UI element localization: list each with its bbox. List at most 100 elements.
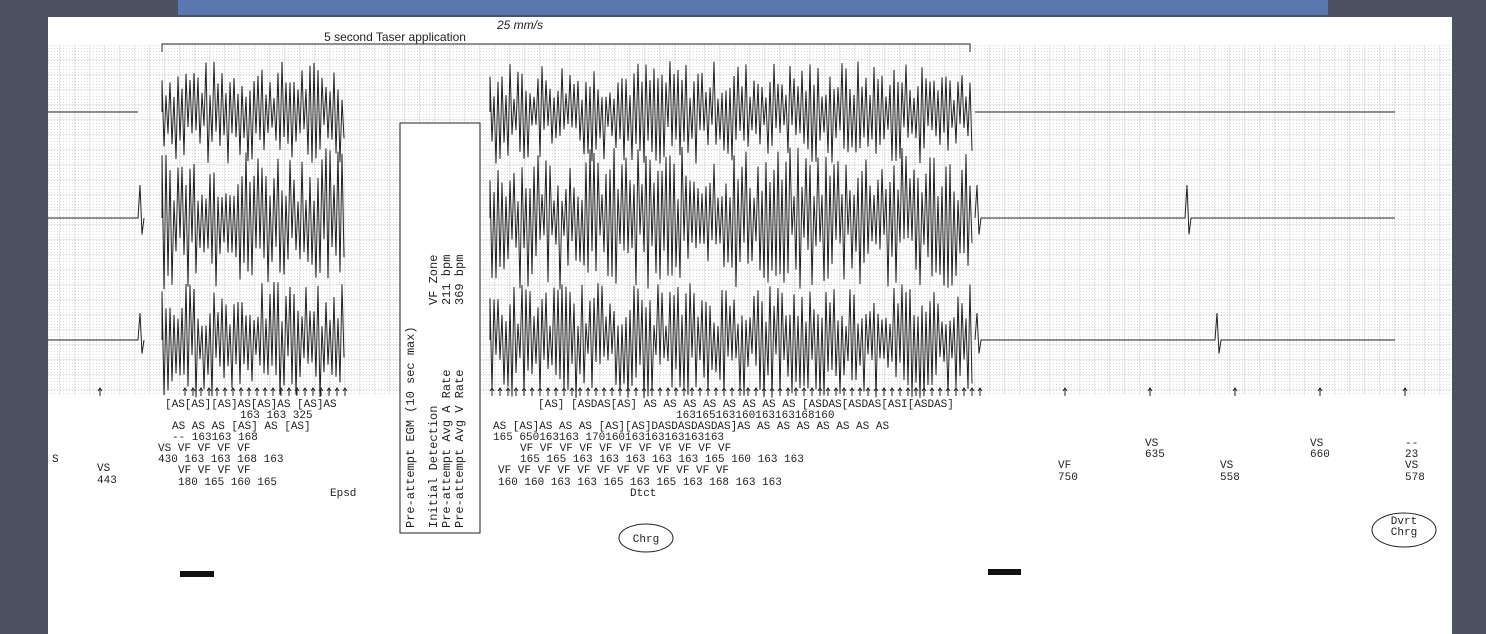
scale-bar [988,569,1021,575]
event-arrow [593,387,599,396]
event-arrow [190,387,196,396]
event-arrow [929,387,935,396]
event-arrow [641,387,647,396]
event-arrow [585,387,591,396]
event-arrow [833,387,839,396]
scale-bar [180,571,214,577]
event-arrow [889,387,895,396]
event-arrow [342,387,348,396]
marker-label: S [52,454,59,466]
bracket-label: 5 second Taser application [324,30,466,44]
event-arrow [937,387,943,396]
marker-label: 750 [1058,472,1078,484]
event-arrow [334,387,340,396]
circle [1371,512,1437,548]
marker-label: VF VF VF VF VF VF VF VF VF VF VF [520,443,731,455]
marker-label: 635 [1145,449,1165,461]
event-arrow [897,387,903,396]
marker-label: VS [1220,460,1234,472]
event-arrow [625,387,631,396]
event-arrow [697,387,703,396]
event-arrow [753,387,759,396]
marker-label: VS [1310,438,1324,450]
event-arrow [761,387,767,396]
marker-label: 558 [1220,472,1240,484]
info-text: Pre-attempt Avg A Rate [440,370,454,528]
event-arrow [977,387,983,396]
bracket [161,43,971,52]
event-arrow [681,387,687,396]
info-text: Initial Detection [427,406,441,528]
marker-label: -- 163163 168 [172,432,258,444]
event-arrow [326,387,332,396]
event-arrow [513,387,519,396]
event-arrow [801,387,807,396]
event-arrow [489,387,495,396]
marker-label: Epsd [330,488,356,500]
marker-label: 660 [1310,449,1330,461]
waveform [48,61,1395,164]
event-arrow [809,387,815,396]
event-arrow [617,387,623,396]
marker-label: 163 163 325 [240,410,313,422]
marker-label: [AS] [ASDAS[AS] AS AS AS AS AS AS AS AS … [538,399,954,411]
event-arrow [745,387,751,396]
event-arrow [302,387,308,396]
event-arrow [865,387,871,396]
event-arrow [601,387,607,396]
info-text: Pre-attempt EGM (10 sec max) [404,326,418,528]
event-arrow [286,387,292,396]
event-arrow [254,387,260,396]
event-arrow [857,387,863,396]
event-arrow [529,387,535,396]
event-arrow [97,387,103,396]
marker-label: 180 165 160 165 [178,477,277,489]
event-arrow [785,387,791,396]
info-text: VF Zone [427,255,441,305]
info-text: 369 bpm [453,255,467,305]
event-arrow [246,387,252,396]
event-arrow [222,387,228,396]
circled-label: Dvrt [1391,516,1417,528]
marker-label: [AS[AS][AS]AS[AS]AS [AS]AS [165,399,337,411]
paper-speed: 25 mm/s [496,18,543,32]
event-arrow [505,387,511,396]
event-arrow [649,387,655,396]
top-bar [178,0,1328,15]
event-arrow [793,387,799,396]
marker-label: AS [AS]AS AS AS [AS][AS]DASDASDASDAS]AS … [493,421,889,433]
event-arrow [569,387,575,396]
event-arrow [873,387,879,396]
waveform [48,282,1395,399]
event-arrow [294,387,300,396]
marker-label: 430 163 163 168 163 [158,454,283,466]
marker-label: 578 [1405,472,1425,484]
event-arrow [1402,387,1408,396]
event-arrow [262,387,268,396]
event-arrow [310,387,316,396]
event-arrow [817,387,823,396]
event-arrow [737,387,743,396]
event-arrow [945,387,951,396]
event-arrow [689,387,695,396]
waveform [48,146,1395,290]
event-arrow [769,387,775,396]
event-arrow [665,387,671,396]
marker-label: 23 [1405,449,1418,461]
marker-label: VS [1145,438,1159,450]
marker-label: AS AS AS [AS] AS [AS] [172,421,311,433]
event-arrow [609,387,615,396]
event-arrow [841,387,847,396]
event-arrow [561,387,567,396]
event-arrow [849,387,855,396]
event-arrow [657,387,663,396]
event-arrow [713,387,719,396]
event-arrow [198,387,204,396]
event-arrow [729,387,735,396]
info-text: 211 bpm [440,255,454,305]
event-arrow [1317,387,1323,396]
marker-label: VF VF VF VF VF VF VF VF VF VF VF VF [498,465,729,477]
marker-label: Dtct [630,488,656,500]
